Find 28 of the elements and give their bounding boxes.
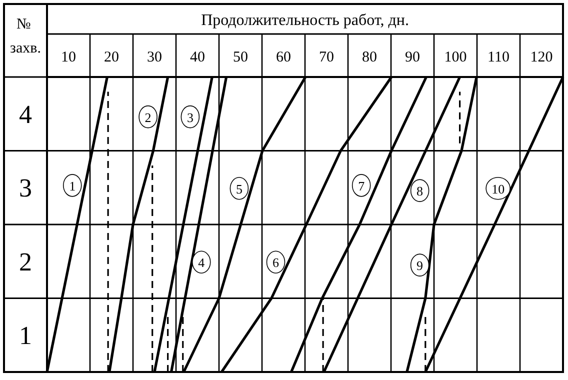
x-tick-label: 110 (488, 50, 510, 66)
annotation: 1 (69, 178, 76, 194)
y-tick-label: 4 (19, 100, 32, 129)
x-tick-label: 40 (190, 50, 205, 66)
annotation: 5 (236, 181, 242, 196)
x-tick-label: 120 (530, 50, 553, 66)
annotation: 9 (416, 258, 424, 274)
x-tick-label: 90 (405, 50, 420, 66)
y-axis-title: № захв. (10, 16, 41, 56)
annotation: 8 (416, 184, 424, 199)
annotation: 6 (272, 255, 280, 270)
annotation: 4 (198, 255, 206, 270)
x-tick-label: 100 (444, 50, 467, 66)
y-tick-label: 1 (19, 321, 32, 350)
x-tick-label: 30 (147, 50, 162, 66)
x-tick-label: 60 (276, 50, 291, 66)
x-tick-label: 80 (362, 50, 377, 66)
y-tick-label: 2 (19, 247, 32, 276)
y-tick-label: 3 (19, 174, 32, 203)
x-tick-label: 50 (233, 50, 248, 66)
annotation: 7 (358, 178, 366, 194)
annotation: 2 (144, 110, 152, 125)
x-tick-label: 20 (104, 50, 119, 66)
x-tick-label: 10 (61, 50, 76, 66)
annotation: 10 (492, 181, 505, 196)
x-tick-label: 70 (319, 50, 334, 66)
annotation: 3 (186, 110, 194, 125)
chart-title: Продолжительность работ, дн. (201, 12, 409, 29)
